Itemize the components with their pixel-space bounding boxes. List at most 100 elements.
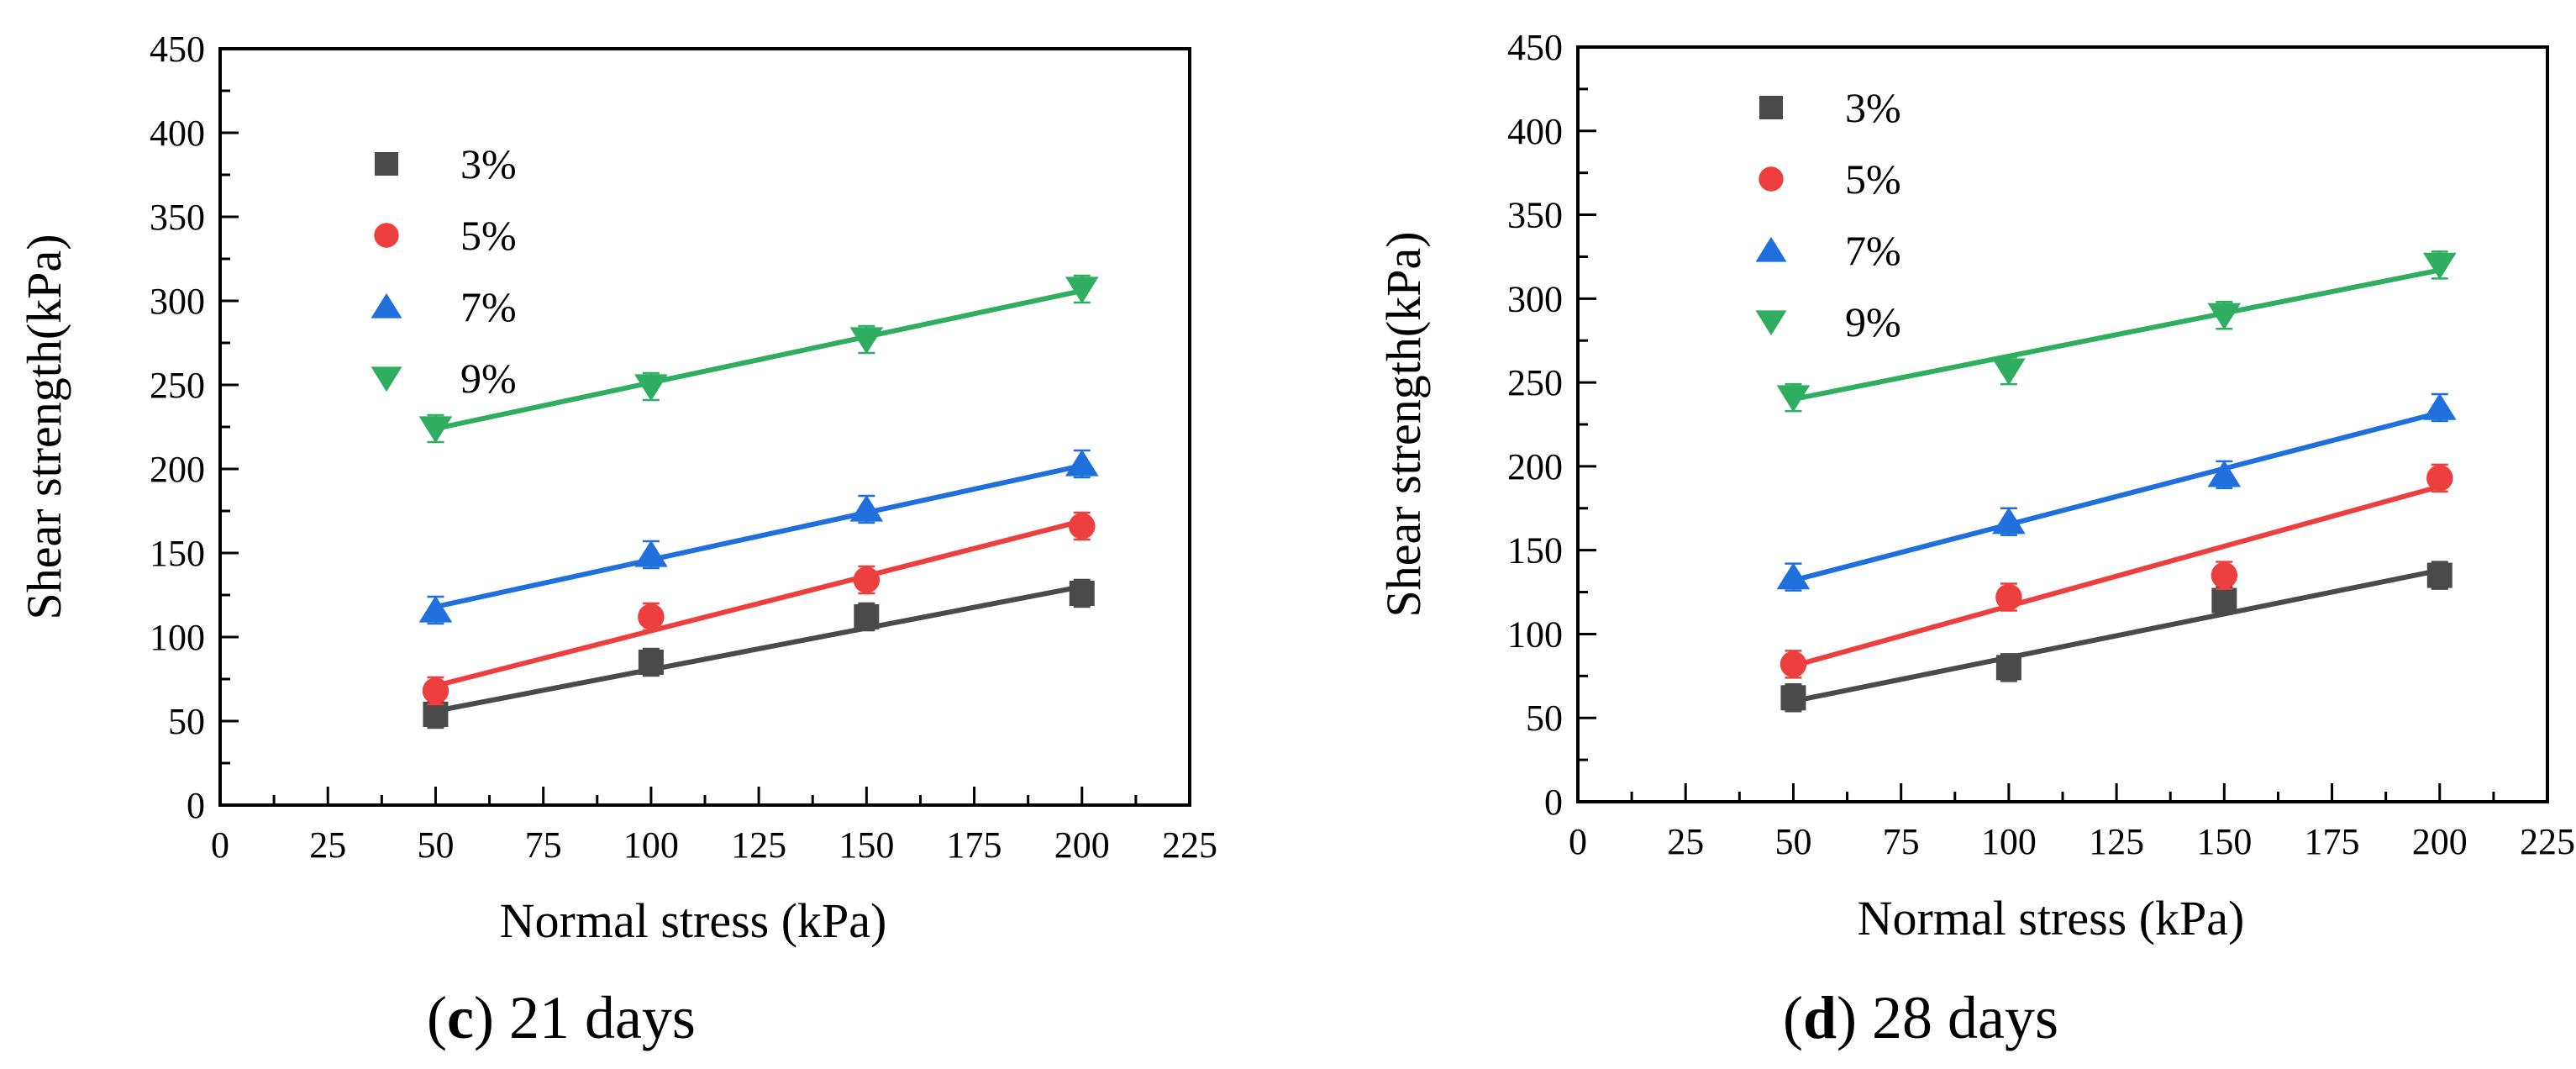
series-7% bbox=[418, 449, 1099, 625]
y-tick-label: 0 bbox=[187, 785, 205, 826]
legend-label: 7% bbox=[460, 283, 517, 330]
legend-marker-circle bbox=[1759, 166, 1784, 192]
data-point-triangle-down bbox=[1992, 358, 2026, 386]
y-tick-label: 200 bbox=[1507, 446, 1563, 487]
caption-text: 21 days bbox=[494, 984, 696, 1051]
x-tick-label: 75 bbox=[525, 824, 562, 866]
data-point-triangle-down bbox=[1776, 385, 1811, 413]
x-axis-title: Normal stress (kPa) bbox=[500, 893, 887, 948]
x-tick-label: 100 bbox=[1981, 821, 2037, 862]
caption-panel-letter: c bbox=[447, 984, 474, 1051]
x-tick-label: 200 bbox=[2412, 821, 2468, 862]
data-point-circle bbox=[1995, 583, 2022, 611]
data-point-circle bbox=[853, 566, 881, 593]
x-tick-label: 225 bbox=[1162, 824, 1217, 866]
series-5% bbox=[1780, 463, 2453, 679]
x-tick-label: 150 bbox=[2196, 821, 2252, 862]
legend-marker-square bbox=[375, 152, 398, 176]
data-point-circle bbox=[2211, 561, 2238, 589]
x-tick-label: 25 bbox=[309, 824, 346, 866]
panel-caption: (d) 28 days bbox=[1783, 984, 2058, 1051]
data-point-triangle-up bbox=[634, 540, 668, 567]
caption-open-paren: ( bbox=[1783, 984, 1803, 1051]
caption-close-paren: ) bbox=[1837, 984, 1857, 1051]
fit-line bbox=[1792, 267, 2441, 403]
x-tick-label: 175 bbox=[947, 824, 1002, 866]
fit-line bbox=[1792, 567, 2441, 704]
legend-label: 7% bbox=[1845, 227, 1901, 274]
series-3% bbox=[423, 578, 1095, 729]
chart-panel-c: 0 25 50 75 100 125 150 175 200 225 0 50 100 150 200 250… bbox=[17, 29, 1217, 1051]
x-tick-label: 175 bbox=[2305, 821, 2360, 862]
caption-text: 28 days bbox=[1857, 984, 2058, 1051]
series-9% bbox=[418, 274, 1099, 444]
data-point-triangle-up bbox=[1992, 507, 2026, 534]
x-tick-label: 75 bbox=[1883, 821, 1920, 862]
data-point-triangle-up bbox=[2207, 460, 2242, 487]
y-tick-label: 0 bbox=[1544, 782, 1563, 823]
data-point-square bbox=[2211, 587, 2237, 613]
legend-marker-triangle-up bbox=[371, 292, 402, 319]
plot-frame bbox=[218, 47, 1191, 807]
y-tick-label: 250 bbox=[1507, 362, 1563, 403]
fit-line bbox=[434, 463, 1083, 609]
data-point-triangle-down bbox=[634, 374, 668, 402]
data-point-circle bbox=[1780, 650, 1807, 678]
y-tick-label: 50 bbox=[1526, 698, 1563, 739]
y-axis-title: Shear strength(kPa) bbox=[1376, 231, 1431, 617]
data-point-circle bbox=[422, 677, 449, 704]
legend-marker-triangle-down bbox=[371, 366, 402, 392]
legend-label: 3% bbox=[460, 140, 517, 187]
data-point-square bbox=[2426, 562, 2452, 588]
data-point-triangle-down bbox=[418, 416, 453, 444]
data-point-triangle-up bbox=[1776, 562, 1811, 590]
data-point-square bbox=[1069, 581, 1095, 606]
data-point-circle bbox=[1069, 513, 1096, 540]
data-point-triangle-up bbox=[1065, 449, 1099, 477]
x-axis-title: Normal stress (kPa) bbox=[1858, 891, 2245, 945]
y-tick-label: 100 bbox=[150, 617, 205, 658]
y-tick-label: 150 bbox=[150, 533, 205, 574]
fit-line bbox=[434, 584, 1083, 714]
series-3% bbox=[1780, 561, 2452, 713]
y-tick-label: 450 bbox=[150, 29, 205, 70]
y-tick-label: 350 bbox=[1507, 195, 1563, 236]
x-tick-label: 25 bbox=[1667, 821, 1704, 862]
data-point-square bbox=[1995, 655, 2021, 681]
fit-line bbox=[434, 519, 1083, 688]
series-7% bbox=[1776, 392, 2457, 592]
legend-marker-triangle-down bbox=[1755, 310, 1787, 336]
y-tick-label: 400 bbox=[150, 113, 205, 154]
data-point-square bbox=[423, 702, 449, 727]
chart-panel-d: 0 25 50 75 100 125 150 175 200 225 0 50 100 150 200 250… bbox=[1376, 27, 2575, 1051]
data-point-triangle-up bbox=[849, 494, 884, 522]
panel-caption: (c) 21 days bbox=[427, 984, 696, 1051]
legend-marker-circle bbox=[374, 223, 399, 248]
data-point-square bbox=[854, 604, 880, 629]
data-point-triangle-down bbox=[849, 327, 884, 355]
caption-panel-letter: d bbox=[1803, 984, 1837, 1051]
y-tick-label: 400 bbox=[1507, 111, 1563, 152]
series-5% bbox=[422, 511, 1096, 706]
x-tick-label: 125 bbox=[731, 824, 786, 866]
x-tick-label: 125 bbox=[2089, 821, 2144, 862]
y-tick-label: 200 bbox=[150, 449, 205, 490]
x-tick-label: 150 bbox=[839, 824, 894, 866]
x-tick-label: 50 bbox=[417, 824, 454, 866]
data-point-circle bbox=[638, 603, 665, 630]
y-tick-label: 350 bbox=[150, 197, 205, 238]
legend-label: 5% bbox=[1845, 155, 1901, 203]
legend-marker-triangle-up bbox=[1755, 236, 1787, 262]
x-tick-label: 0 bbox=[211, 824, 229, 866]
x-tick-label: 225 bbox=[2520, 821, 2575, 862]
data-point-square bbox=[638, 650, 664, 675]
fit-line bbox=[434, 288, 1083, 431]
y-tick-label: 300 bbox=[1507, 278, 1563, 319]
data-point-triangle-down bbox=[2207, 303, 2242, 330]
y-tick-label: 450 bbox=[1507, 27, 1563, 68]
y-axis-title: Shear strength(kPa) bbox=[17, 234, 71, 619]
y-tick-label: 50 bbox=[168, 701, 205, 742]
x-tick-label: 50 bbox=[1774, 821, 1811, 862]
y-tick-label: 150 bbox=[1507, 530, 1563, 571]
